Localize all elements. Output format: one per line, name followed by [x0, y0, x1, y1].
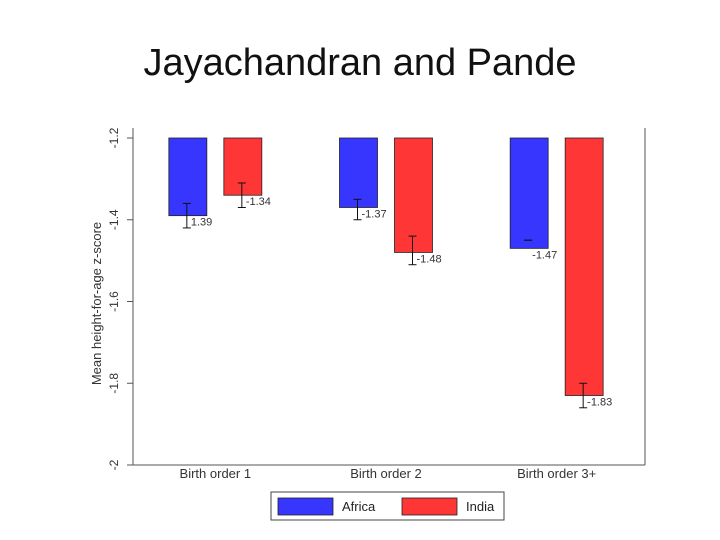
bars: 1.39 -1.34 -1.37 -1.48 -1.47 -1.83	[168, 137, 612, 409]
data-label: -1.34	[246, 196, 271, 208]
plot-frame	[132, 128, 646, 466]
y-tick-label: -2	[107, 459, 121, 470]
bar-africa-3	[509, 137, 549, 249]
bar-india-1	[223, 137, 263, 196]
legend-swatch-africa	[277, 497, 334, 516]
legend: Africa India	[270, 491, 505, 521]
y-tick-label: -1.8	[107, 373, 121, 394]
x-axis-labels: Birth order 1 Birth order 2 Birth order 3+	[180, 466, 597, 481]
data-label: -1.48	[417, 253, 442, 265]
legend-swatch-india	[401, 497, 458, 516]
y-tick-label: -1.2	[107, 127, 121, 148]
bar-africa-2	[339, 137, 378, 208]
slide-title: Jayachandran and Pande	[143, 42, 577, 84]
y-tick-label: -1.6	[107, 291, 121, 312]
y-tick-label: -1.4	[107, 209, 121, 230]
x-tick-label: Birth order 1	[180, 466, 252, 481]
legend-label-africa: Africa	[342, 499, 376, 514]
bar-india-3	[564, 137, 604, 396]
bar-india-2	[394, 137, 433, 253]
y-axis: -1.2 -1.4 -1.6 -1.8 -2 Mean height-for-age z-…	[89, 127, 133, 470]
data-label: 1.39	[191, 217, 212, 229]
data-label: -1.83	[587, 397, 612, 409]
data-label: -1.47	[532, 249, 557, 261]
data-label: -1.37	[362, 208, 387, 220]
x-tick-label: Birth order 2	[350, 466, 422, 481]
legend-label-india: India	[466, 499, 495, 514]
x-tick-label: Birth order 3+	[517, 466, 596, 481]
bar-africa-1	[168, 137, 208, 217]
y-axis-title: Mean height-for-age z-score	[89, 222, 104, 385]
